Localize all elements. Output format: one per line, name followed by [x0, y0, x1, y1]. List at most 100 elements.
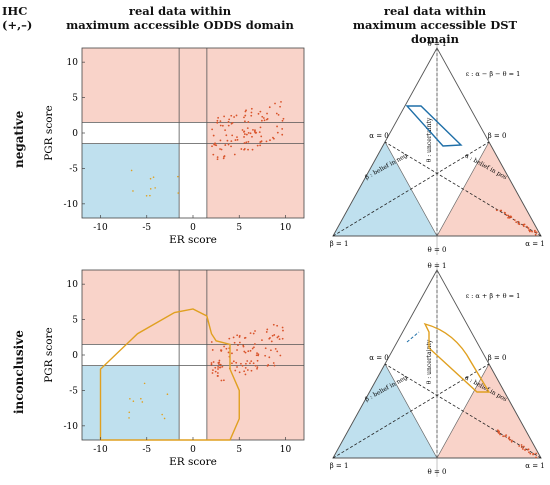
data-point — [247, 140, 250, 143]
data-point — [281, 337, 284, 340]
data-point — [149, 188, 152, 190]
data-point — [140, 397, 142, 400]
data-point — [221, 365, 224, 368]
dst-triangle-inconclusive: θ = 1 θ = 0 α = 1 β = 1 α = 0 β = 0 ε : α + β … — [330, 262, 545, 477]
data-point — [227, 120, 230, 123]
dst-title-line1: real data within — [383, 4, 487, 18]
data-point — [241, 129, 244, 131]
data-point — [217, 366, 220, 368]
x-tick-label: -5 — [142, 445, 151, 455]
data-point — [129, 397, 131, 400]
data-point — [247, 148, 249, 151]
x-tick-label: 0 — [190, 223, 196, 233]
y-tick-label: 0 — [72, 351, 78, 361]
data-point — [256, 144, 259, 147]
data-point — [177, 175, 179, 178]
dst-data-point — [522, 225, 525, 228]
data-point — [222, 379, 225, 382]
data-point — [177, 192, 180, 194]
odds-title-line1: real data within — [128, 4, 232, 18]
data-point — [242, 344, 245, 347]
data-point — [276, 350, 279, 353]
y-tick-label: 10 — [67, 58, 79, 68]
dst-data-point — [521, 448, 524, 450]
dst-data-point — [498, 430, 500, 433]
data-point — [211, 372, 214, 374]
data-point — [251, 148, 254, 151]
dst-data-point — [532, 453, 534, 456]
data-point — [240, 362, 242, 365]
ihc-label: IHC — [2, 4, 28, 18]
uncertain-region-h — [82, 122, 207, 144]
data-point — [234, 139, 237, 141]
data-point — [257, 112, 260, 115]
data-point — [258, 131, 261, 134]
data-point — [212, 361, 215, 363]
data-point — [224, 144, 227, 146]
data-point — [259, 126, 262, 129]
data-point — [259, 110, 262, 113]
data-point — [230, 114, 233, 117]
data-point — [281, 128, 284, 130]
data-point — [246, 127, 249, 130]
dst-data-point — [507, 437, 510, 440]
dst-data-point — [500, 209, 503, 212]
theta-axis-label: θ : uncertainty — [426, 117, 433, 162]
data-point — [274, 347, 277, 350]
x-tick-label: -5 — [142, 223, 151, 233]
data-point — [243, 133, 246, 135]
data-point — [235, 361, 238, 364]
data-point — [236, 349, 238, 351]
data-point — [281, 326, 284, 329]
data-point — [132, 400, 135, 403]
data-point — [232, 336, 235, 339]
odds-plot-negative: -10 -5 0 5 10 10 5 0 -5 -10 ER score PGR score — [43, 47, 305, 246]
data-point — [251, 135, 253, 138]
data-point — [259, 141, 262, 143]
data-point — [245, 133, 248, 136]
ihc-sign-label: (+,–) — [2, 18, 33, 32]
data-point — [223, 345, 225, 348]
dst-data-point — [534, 233, 537, 236]
dst-data-point — [531, 230, 533, 233]
data-point — [253, 343, 256, 345]
data-point — [228, 118, 231, 121]
data-point — [154, 187, 156, 189]
data-point — [236, 136, 238, 139]
data-point — [276, 324, 279, 327]
data-point — [276, 336, 279, 339]
data-point — [250, 107, 253, 110]
data-point — [252, 362, 255, 365]
data-point — [219, 139, 222, 142]
dst-data-point — [517, 222, 520, 225]
dst-data-point — [504, 212, 507, 214]
x-tick-label: 10 — [280, 445, 292, 455]
data-point — [163, 417, 166, 420]
x-tick-label: -10 — [93, 223, 108, 233]
y-axis-label: PGR score — [43, 105, 55, 161]
data-point — [264, 354, 267, 357]
data-point — [216, 158, 219, 161]
data-point — [227, 351, 230, 354]
data-point — [252, 346, 255, 349]
data-point — [278, 338, 281, 341]
data-point — [276, 131, 279, 134]
data-point — [276, 125, 278, 128]
data-point — [132, 190, 134, 192]
data-point — [254, 132, 257, 134]
data-point — [149, 177, 152, 180]
data-point — [245, 109, 247, 112]
data-point — [254, 330, 256, 332]
dst-data-point — [526, 225, 528, 228]
data-point — [218, 359, 221, 362]
data-point — [230, 122, 233, 125]
data-point — [166, 393, 169, 395]
theta-one-label: θ = 1 — [428, 40, 447, 48]
data-point — [236, 334, 239, 337]
data-point — [218, 366, 221, 369]
data-point — [217, 116, 220, 119]
constraint-label: ε : α + β + θ = 1 — [466, 292, 521, 300]
dst-data-point — [529, 229, 531, 232]
data-point — [219, 120, 222, 122]
data-point — [264, 347, 267, 350]
